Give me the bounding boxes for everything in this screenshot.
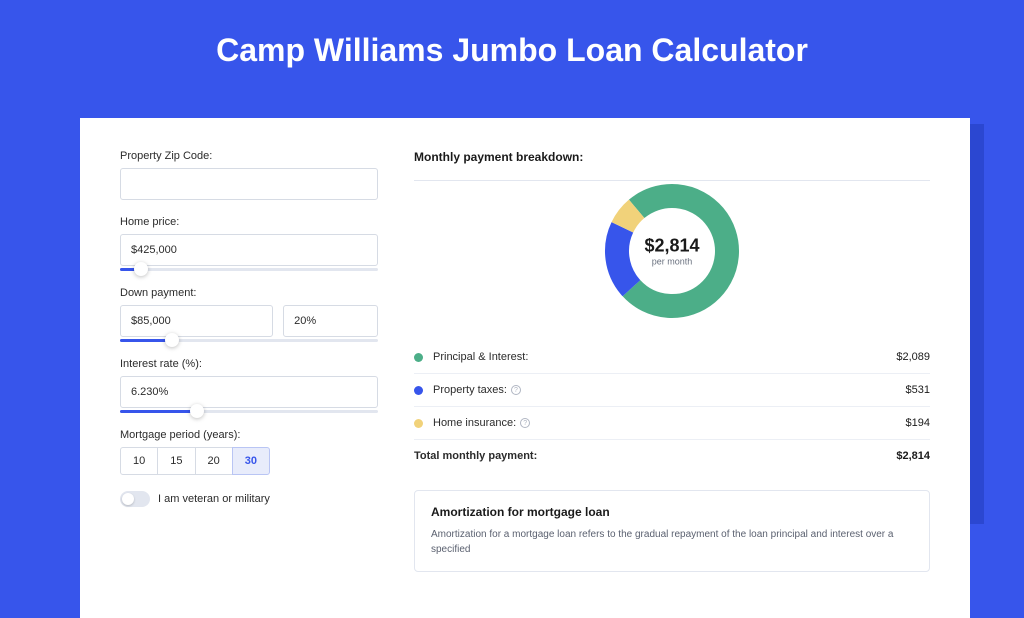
period-button-30[interactable]: 30	[232, 447, 270, 475]
veteran-row: I am veteran or military	[120, 491, 378, 507]
donut-value: $2,814	[644, 236, 699, 257]
period-button-10[interactable]: 10	[120, 447, 158, 475]
legend-dot	[414, 353, 423, 362]
field-interest: Interest rate (%):	[120, 358, 378, 413]
zip-label: Property Zip Code:	[120, 150, 378, 162]
legend-value: $531	[906, 384, 930, 396]
interest-slider-fill	[120, 410, 197, 413]
down-payment-slider-thumb[interactable]	[165, 333, 179, 347]
zip-input[interactable]	[120, 168, 378, 200]
period-button-20[interactable]: 20	[195, 447, 233, 475]
home-price-input[interactable]	[120, 234, 378, 266]
veteran-label: I am veteran or military	[158, 493, 270, 505]
breakdown-panel: Monthly payment breakdown: $2,814 per mo…	[414, 150, 930, 572]
interest-slider-thumb[interactable]	[190, 404, 204, 418]
legend-value: $2,089	[896, 351, 930, 363]
total-label: Total monthly payment:	[414, 450, 896, 462]
down-payment-input[interactable]	[120, 305, 273, 337]
field-home-price: Home price:	[120, 216, 378, 271]
total-value: $2,814	[896, 450, 930, 462]
amortization-title: Amortization for mortgage loan	[431, 505, 913, 519]
interest-input[interactable]	[120, 376, 378, 408]
period-button-15[interactable]: 15	[157, 447, 195, 475]
field-zip: Property Zip Code:	[120, 150, 378, 200]
veteran-toggle[interactable]	[120, 491, 150, 507]
home-price-slider[interactable]	[120, 268, 378, 271]
legend-row-total: Total monthly payment: $2,814	[414, 440, 930, 472]
down-payment-slider[interactable]	[120, 339, 378, 342]
legend-dot	[414, 386, 423, 395]
field-down-payment: Down payment:	[120, 287, 378, 342]
legend-label: Home insurance:?	[433, 417, 906, 429]
veteran-toggle-knob	[122, 493, 134, 505]
calculator-card: Property Zip Code: Home price: Down paym…	[80, 118, 970, 618]
legend-row: Property taxes:?$531	[414, 374, 930, 407]
form-panel: Property Zip Code: Home price: Down paym…	[120, 150, 378, 572]
down-payment-label: Down payment:	[120, 287, 378, 299]
interest-label: Interest rate (%):	[120, 358, 378, 370]
legend-row: Home insurance:?$194	[414, 407, 930, 440]
donut-chart: $2,814 per month	[602, 181, 742, 321]
legend-label: Principal & Interest:	[433, 351, 896, 363]
info-icon[interactable]: ?	[520, 418, 530, 428]
amortization-text: Amortization for a mortgage loan refers …	[431, 527, 913, 557]
page-title: Camp Williams Jumbo Loan Calculator	[0, 0, 1024, 93]
info-icon[interactable]: ?	[511, 385, 521, 395]
legend-list: Principal & Interest:$2,089Property taxe…	[414, 341, 930, 440]
field-period: Mortgage period (years): 10152030	[120, 429, 378, 475]
legend-dot	[414, 419, 423, 428]
legend-label: Property taxes:?	[433, 384, 906, 396]
legend-value: $194	[906, 417, 930, 429]
home-price-label: Home price:	[120, 216, 378, 228]
period-label: Mortgage period (years):	[120, 429, 378, 441]
interest-slider[interactable]	[120, 410, 378, 413]
donut-center: $2,814 per month	[644, 236, 699, 267]
period-button-group: 10152030	[120, 447, 378, 475]
donut-sub: per month	[644, 257, 699, 267]
home-price-slider-thumb[interactable]	[134, 262, 148, 276]
legend-row: Principal & Interest:$2,089	[414, 341, 930, 374]
down-payment-pct-input[interactable]	[283, 305, 378, 337]
donut-container: $2,814 per month	[414, 181, 930, 321]
breakdown-title: Monthly payment breakdown:	[414, 150, 930, 164]
amortization-box: Amortization for mortgage loan Amortizat…	[414, 490, 930, 572]
